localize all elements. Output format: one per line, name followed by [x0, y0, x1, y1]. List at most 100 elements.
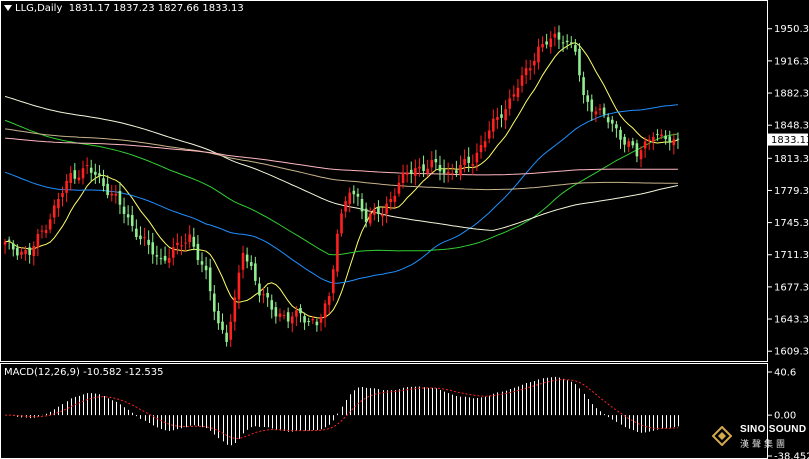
- candle-body: [155, 255, 159, 257]
- candle-body: [414, 167, 417, 176]
- ma-300-line: [5, 137, 678, 176]
- candle-body: [331, 269, 335, 294]
- price-tick-label: 1609.30: [774, 347, 809, 358]
- candle-body: [204, 265, 208, 271]
- candle-body: [311, 319, 315, 321]
- ma-200-line: [5, 128, 678, 191]
- candle-body: [483, 141, 487, 148]
- candle-body: [377, 206, 380, 214]
- candle-body: [492, 118, 495, 132]
- candle-body: [471, 164, 475, 166]
- candle-body: [426, 168, 429, 174]
- macd-label: MACD(12,26,9): [4, 367, 80, 378]
- candle-body: [660, 134, 663, 137]
- current-price-box: [768, 133, 808, 146]
- candle-body: [28, 247, 31, 255]
- candle-body: [262, 294, 265, 296]
- candle-body: [208, 267, 212, 292]
- candle-body: [163, 255, 167, 261]
- ohlc-values: 1831.17 1837.23 1827.66 1833.13: [68, 3, 244, 14]
- ma-80-line: [4, 119, 678, 256]
- candle-body: [40, 230, 44, 232]
- candle-body: [352, 190, 356, 195]
- candle-body: [364, 208, 368, 223]
- candle-body: [89, 167, 93, 173]
- logo-chinese-text: 漢聲集團: [740, 440, 789, 450]
- candle-body: [266, 292, 269, 298]
- candle-body: [65, 180, 68, 193]
- candle-body: [323, 303, 327, 318]
- candle-body: [254, 263, 257, 281]
- candle-body: [631, 141, 635, 146]
- candle-body: [159, 258, 163, 260]
- candle-body: [393, 195, 397, 202]
- candle-body: [122, 206, 126, 214]
- collapse-triangle-icon[interactable]: [4, 5, 12, 11]
- candle-body: [652, 136, 655, 143]
- candle-body: [524, 68, 528, 76]
- candle-body: [348, 192, 352, 204]
- candle-body: [557, 32, 561, 40]
- candle-body: [643, 141, 647, 149]
- candle-body: [32, 246, 36, 257]
- macd-tick-label: -38.452: [774, 452, 809, 459]
- candle-body: [430, 160, 434, 168]
- chart-header: LLG,Daily 1831.17 1837.23 1827.66 1833.1…: [4, 3, 244, 14]
- candle-body: [409, 169, 413, 175]
- candle-body: [61, 192, 64, 197]
- candle-body: [48, 219, 52, 230]
- candle-body: [438, 164, 442, 172]
- candle-body: [373, 209, 376, 215]
- candle-body: [676, 138, 680, 140]
- candle-body: [290, 316, 294, 324]
- candle-body: [180, 245, 183, 247]
- candle-body: [463, 158, 466, 166]
- symbol-label: LLG,Daily: [15, 3, 63, 14]
- candle-body: [118, 190, 122, 205]
- candle-body: [192, 236, 196, 247]
- candle-body: [520, 75, 524, 86]
- candle-body: [668, 136, 672, 143]
- candle-body: [11, 243, 15, 250]
- candle-body: [545, 41, 548, 45]
- candle-body: [368, 213, 372, 224]
- candle-body: [611, 119, 614, 124]
- candle-body: [229, 321, 233, 340]
- candle-body: [44, 230, 48, 233]
- candle-body: [528, 68, 532, 71]
- candle-body: [639, 150, 643, 160]
- candle-body: [143, 237, 146, 239]
- candle-body: [467, 156, 470, 163]
- candle-body: [98, 173, 101, 176]
- price-panel-frame: [0, 0, 768, 362]
- candle-body: [16, 247, 19, 256]
- candle-body: [196, 243, 200, 260]
- candle-body: [7, 239, 11, 241]
- candle-body: [282, 315, 286, 317]
- candle-body: [286, 312, 290, 322]
- price-tick-label: 1711.30: [774, 250, 809, 261]
- candle-body: [237, 272, 241, 300]
- candle-body: [336, 233, 339, 272]
- candle-body: [167, 257, 171, 263]
- price-tick-label: 1848.30: [774, 121, 809, 132]
- candle-body: [487, 130, 491, 139]
- ma-50-line: [4, 104, 678, 284]
- candle-body: [241, 252, 245, 270]
- candle-body: [541, 44, 544, 48]
- candle-body: [81, 168, 85, 179]
- candle-body: [139, 235, 142, 240]
- candle-body: [233, 297, 237, 322]
- candle-body: [69, 173, 72, 184]
- macd-series: [5, 376, 679, 446]
- candle-body: [52, 205, 56, 218]
- candle-body: [615, 124, 618, 129]
- candle-body: [553, 33, 557, 38]
- candle-body: [110, 193, 114, 196]
- candle-body: [565, 40, 569, 43]
- candle-body: [656, 134, 659, 136]
- candle-body: [360, 198, 364, 212]
- candle-body: [171, 247, 175, 258]
- candle-body: [356, 193, 360, 197]
